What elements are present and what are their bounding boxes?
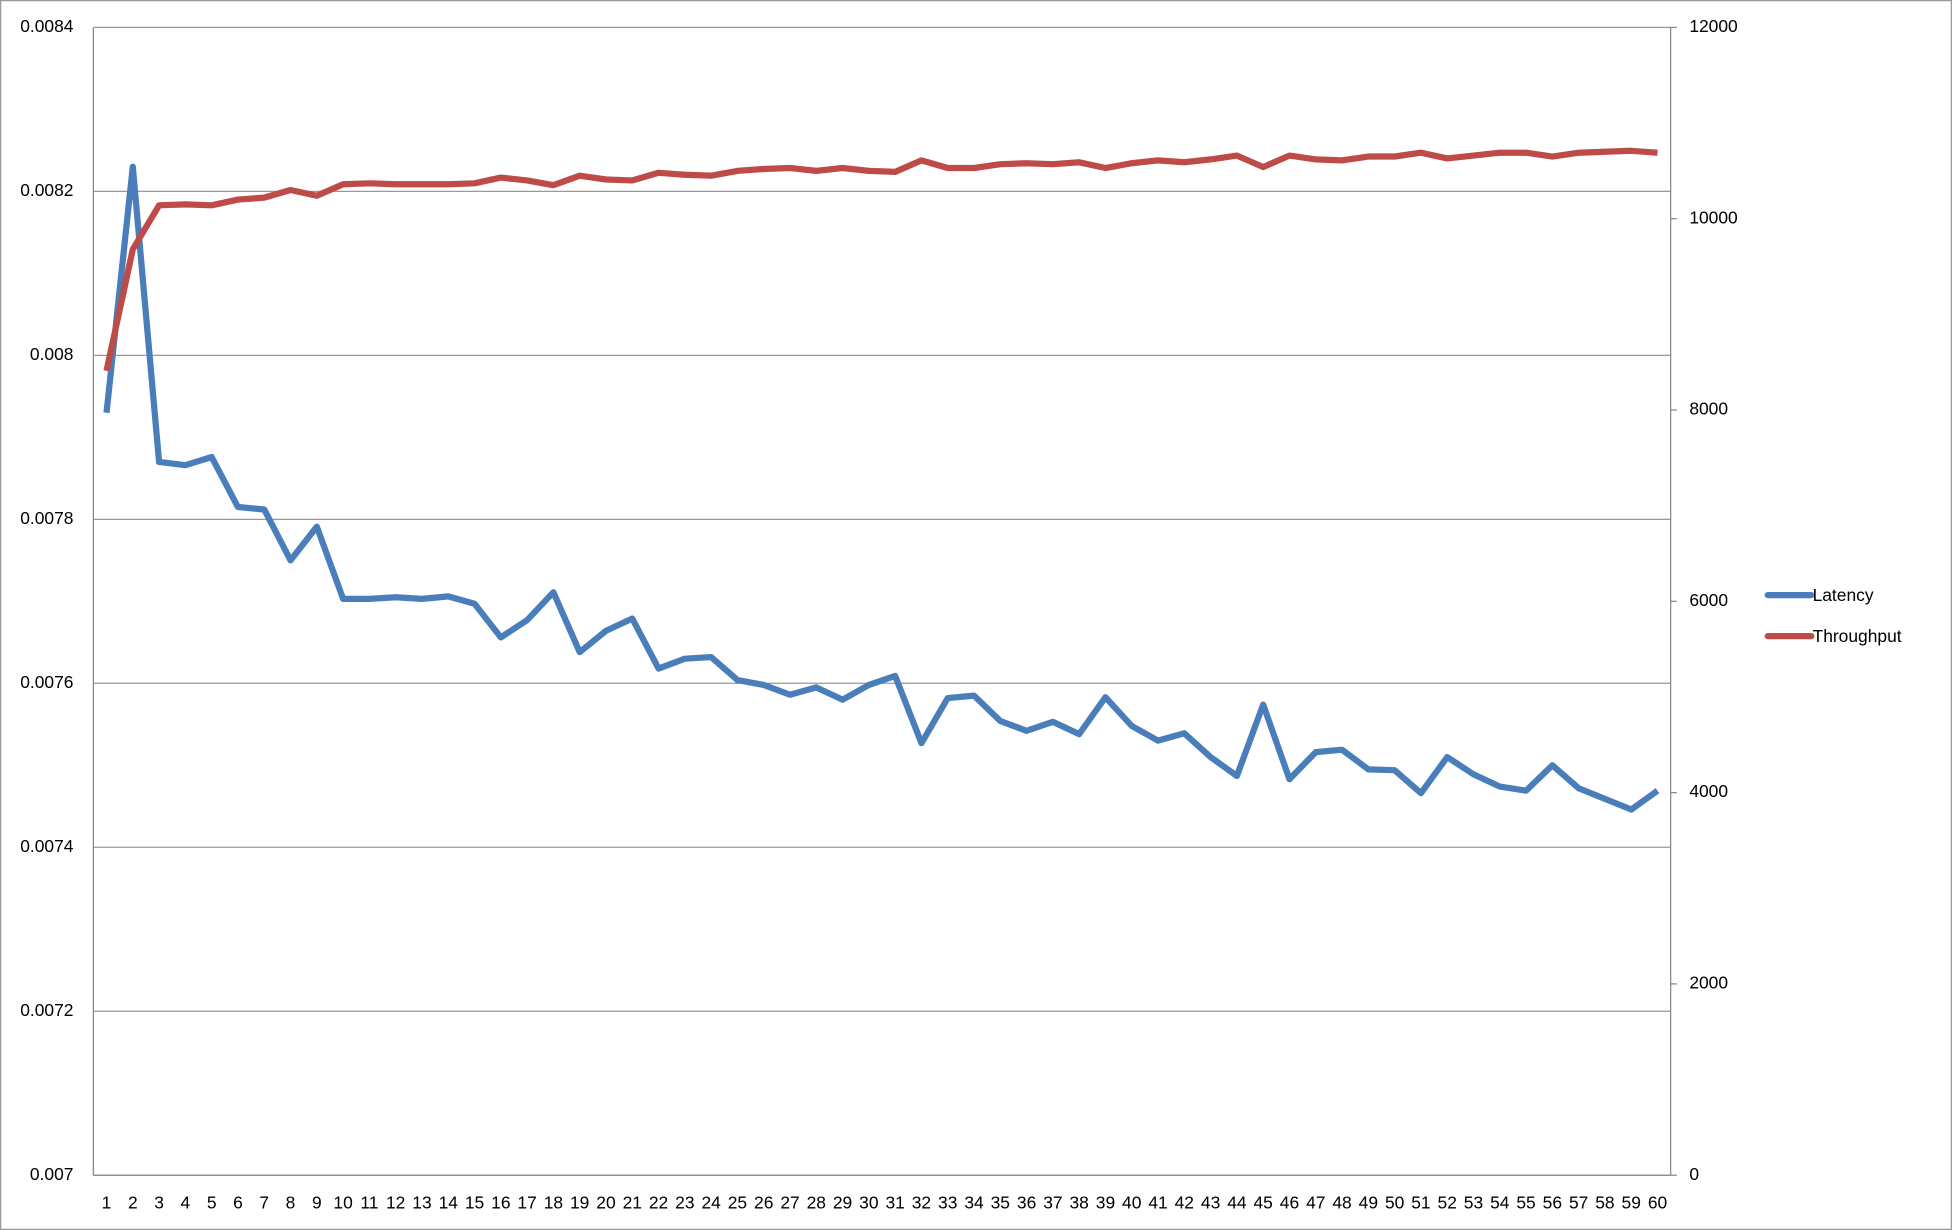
x-tick-label: 57 [1569,1192,1588,1212]
plot [103,147,1660,813]
y-tick-label: 0.0074 [20,836,74,856]
x-tick-label: 13 [412,1192,431,1212]
x-tick-label: 54 [1490,1192,1510,1212]
x-tick-label: 8 [286,1192,296,1212]
y2-tick-label: 2000 [1689,973,1728,993]
x-tick-label: 27 [780,1192,799,1212]
x-tick-label: 17 [517,1192,536,1212]
x-tick-label: 15 [465,1192,484,1212]
legend-label: Latency [1813,585,1874,605]
x-tick-label: 31 [885,1192,904,1212]
x-tick-label: 19 [570,1192,589,1212]
x-tick-label: 59 [1622,1192,1641,1212]
x-tick-label: 46 [1280,1192,1299,1212]
y-tick-label: 0.0084 [20,16,74,36]
x-tick-label: 22 [649,1192,668,1212]
x-tick-label: 4 [181,1192,191,1212]
x-tick-label: 33 [938,1192,957,1212]
x-tick-label: 42 [1175,1192,1194,1212]
x-tick-label: 18 [544,1192,563,1212]
y-tick-label: 0.0072 [20,1000,73,1020]
x-tick-label: 21 [623,1192,642,1212]
x-tick-label: 58 [1595,1192,1614,1212]
y2-tick-label: 0 [1689,1164,1699,1184]
x-tick-label: 52 [1438,1192,1457,1212]
x-tick-label: 53 [1464,1192,1483,1212]
y-tick-label: 0.008 [30,344,74,364]
x-tick-label: 12 [386,1192,405,1212]
x-tick-label: 25 [728,1192,747,1212]
x-tick-label: 34 [964,1192,984,1212]
y2-tick-label: 12000 [1689,16,1737,36]
x-tick-label: 51 [1411,1192,1430,1212]
x-tick-label: 29 [833,1192,852,1212]
legend-label: Throughput [1813,626,1902,646]
x-tick-label: 55 [1516,1192,1535,1212]
x-tick-label: 39 [1096,1192,1115,1212]
x-tick-label: 35 [991,1192,1010,1212]
x-tick-label: 30 [859,1192,878,1212]
x-tick-label: 28 [807,1192,826,1212]
x-tick-label: 44 [1227,1192,1247,1212]
y-tick-label: 0.0078 [20,508,73,528]
x-tick-label: 38 [1069,1192,1088,1212]
x-tick-label: 36 [1017,1192,1036,1212]
y2-tick-label: 4000 [1689,781,1728,801]
y-tick-label: 0.007 [30,1164,74,1184]
series-line [103,147,1658,372]
x-tick-label: 32 [912,1192,931,1212]
x-tick-label: 43 [1201,1192,1220,1212]
y2-tick-label: 8000 [1689,399,1728,419]
x-tick-label: 14 [439,1192,459,1212]
x-tick-label: 3 [154,1192,164,1212]
x-tick-label: 50 [1385,1192,1404,1212]
x-tick-label: 41 [1148,1192,1167,1212]
y2-tick-label: 10000 [1689,207,1737,227]
x-tick-label: 40 [1122,1192,1141,1212]
x-tick-label: 48 [1332,1192,1351,1212]
x-tick-label: 23 [675,1192,694,1212]
x-tick-label: 10 [333,1192,352,1212]
x-tick-label: 45 [1254,1192,1273,1212]
x-tick-label: 37 [1043,1192,1062,1212]
x-tick-label: 47 [1306,1192,1325,1212]
x-tick-label: 2 [128,1192,138,1212]
x-tick-label: 20 [596,1192,615,1212]
x-tick-label: 7 [259,1192,269,1212]
x-tick-label: 16 [491,1192,510,1212]
x-tick-label: 24 [701,1192,721,1212]
grid [93,26,1671,1176]
y-tick-label: 0.0082 [20,180,73,200]
x-tick-label: 6 [233,1192,243,1212]
x-tick-label: 60 [1648,1192,1667,1212]
y2-tick-label: 6000 [1689,590,1728,610]
x-tick-label: 11 [360,1192,378,1212]
x-tick-label: 56 [1543,1192,1562,1212]
x-tick-label: 9 [312,1192,322,1212]
x-tick-label: 49 [1359,1192,1378,1212]
x-tick-label: 26 [754,1192,773,1212]
series-line [103,163,1660,813]
x-tick-label: 1 [102,1192,112,1212]
x-tick-label: 5 [207,1192,217,1212]
y-tick-label: 0.0076 [20,672,73,692]
